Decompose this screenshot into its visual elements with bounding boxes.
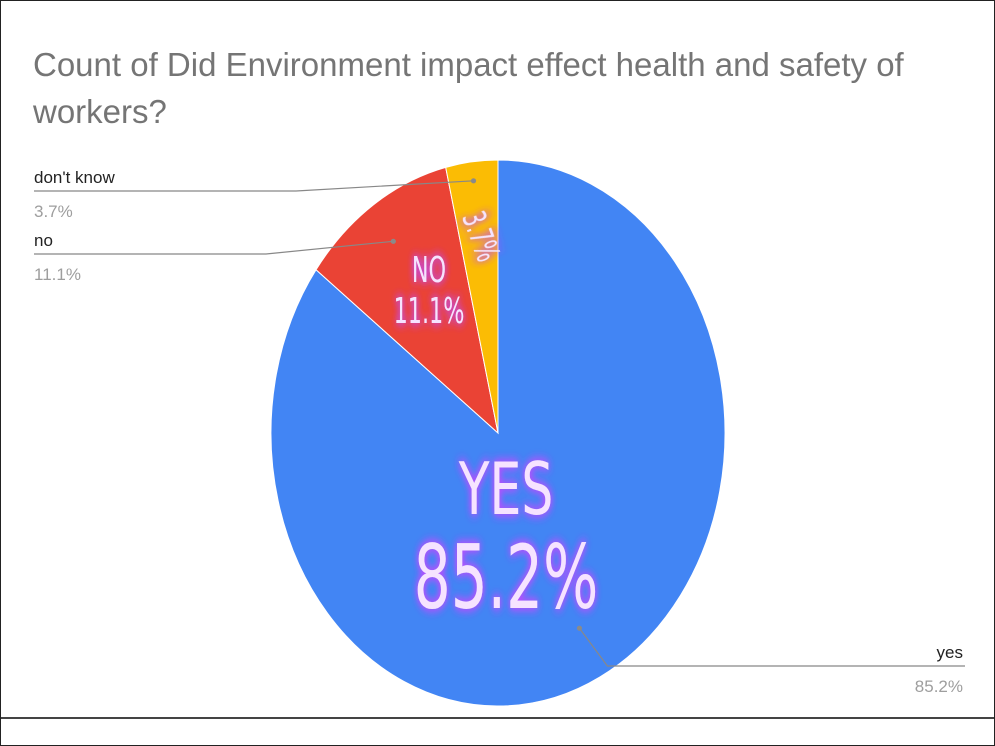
callout-line-no — [34, 240, 394, 255]
callout-percent-don-t-know: 3.7% — [34, 202, 73, 221]
overlay-text-yes-2: 85.2% — [414, 527, 598, 630]
callout-line-don-t-know — [34, 180, 474, 192]
callout-dot-no — [390, 238, 396, 244]
callout-line-yes — [578, 627, 965, 667]
callout-dot-yes — [576, 625, 583, 631]
callout-label-no: no — [34, 231, 53, 250]
callout-percent-no: 11.1% — [34, 265, 81, 284]
overlay-text-no-2: 11.1% — [394, 291, 465, 333]
pie-slice-don-t-know — [445, 159, 499, 434]
pie-slice-no — [315, 166, 499, 435]
overlay-text-yes-1: YES — [458, 447, 553, 532]
bottom-rule — [1, 717, 994, 719]
callout-percent-yes: 85.2% — [915, 677, 963, 696]
overlay-text-no-1: NO — [412, 250, 446, 292]
callout-label-yes: yes — [937, 643, 963, 662]
chart-title: Count of Did Environment impact effect h… — [33, 46, 904, 130]
callout-label-don-t-know: don't know — [34, 168, 115, 187]
callout-dot-don-t-know — [470, 178, 477, 184]
